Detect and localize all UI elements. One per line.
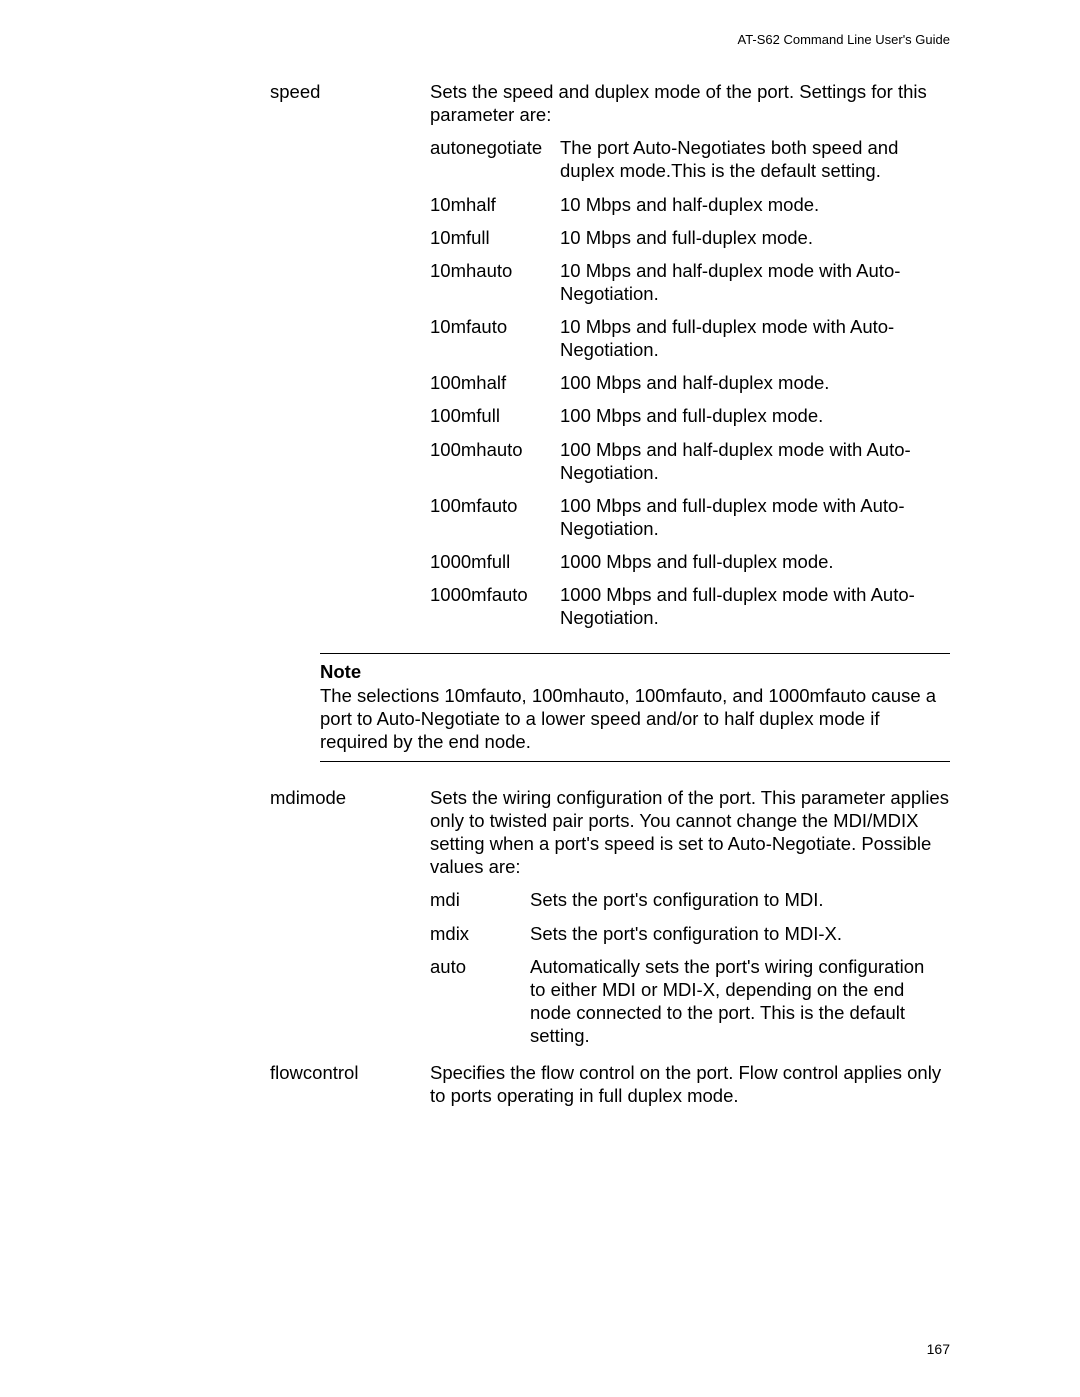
speed-option-desc: 10 Mbps and full-duplex mode with Auto-N… xyxy=(560,315,950,361)
mdimode-option: mdi Sets the port's configuration to MDI… xyxy=(430,888,950,911)
page: AT-S62 Command Line User's Guide speed S… xyxy=(0,0,1080,1397)
speed-option-desc: 10 Mbps and half-duplex mode. xyxy=(560,193,950,216)
speed-option: 1000mfauto 1000 Mbps and full-duplex mod… xyxy=(430,583,950,629)
speed-option-name: 10mhalf xyxy=(430,193,560,216)
param-mdimode-body: Sets the wiring configuration of the por… xyxy=(430,786,950,1047)
speed-option: 100mhalf 100 Mbps and half-duplex mode. xyxy=(430,371,950,394)
speed-option-name: 10mfauto xyxy=(430,315,560,338)
speed-option: 10mfauto 10 Mbps and full-duplex mode wi… xyxy=(430,315,950,361)
note-box: Note The selections 10mfauto, 100mhauto,… xyxy=(320,653,950,762)
note-title: Note xyxy=(320,660,950,683)
speed-option-name: 10mhauto xyxy=(430,259,560,282)
speed-option-desc: 100 Mbps and half-duplex mode with Auto-… xyxy=(560,438,950,484)
param-mdimode-label: mdimode xyxy=(270,786,430,809)
speed-option-desc: 10 Mbps and half-duplex mode with Auto-N… xyxy=(560,259,950,305)
speed-option-desc: 100 Mbps and half-duplex mode. xyxy=(560,371,950,394)
speed-option: 10mhalf 10 Mbps and half-duplex mode. xyxy=(430,193,950,216)
param-speed-intro: Sets the speed and duplex mode of the po… xyxy=(430,80,950,126)
speed-option-name: 10mfull xyxy=(430,226,560,249)
speed-option-name: 1000mfull xyxy=(430,550,560,573)
param-flowcontrol-label: flowcontrol xyxy=(270,1061,430,1084)
speed-option-desc: 100 Mbps and full-duplex mode. xyxy=(560,404,950,427)
speed-option: 100mhauto 100 Mbps and half-duplex mode … xyxy=(430,438,950,484)
param-flowcontrol-intro: Specifies the flow control on the port. … xyxy=(430,1061,950,1107)
speed-option: 100mfull 100 Mbps and full-duplex mode. xyxy=(430,404,950,427)
speed-option-desc: 100 Mbps and full-duplex mode with Auto-… xyxy=(560,494,950,540)
speed-option-desc: 10 Mbps and full-duplex mode. xyxy=(560,226,950,249)
param-mdimode-intro: Sets the wiring configuration of the por… xyxy=(430,786,950,879)
page-content: speed Sets the speed and duplex mode of … xyxy=(270,30,950,1107)
speed-option: 100mfauto 100 Mbps and full-duplex mode … xyxy=(430,494,950,540)
mdimode-option-desc: Sets the port's configuration to MDI-X. xyxy=(530,922,950,945)
speed-option: autonegotiate The port Auto-Negotiates b… xyxy=(430,136,950,182)
speed-option-name: 100mfull xyxy=(430,404,560,427)
mdimode-option-desc: Sets the port's configuration to MDI. xyxy=(530,888,950,911)
note-body: The selections 10mfauto, 100mhauto, 100m… xyxy=(320,684,950,753)
param-flowcontrol: flowcontrol Specifies the flow control o… xyxy=(270,1061,950,1107)
speed-option: 10mhauto 10 Mbps and half-duplex mode wi… xyxy=(430,259,950,305)
mdimode-option-name: mdix xyxy=(430,922,530,945)
mdimode-option-desc: Automatically sets the port's wiring con… xyxy=(530,955,950,1048)
mdimode-option-name: mdi xyxy=(430,888,530,911)
param-speed-body: Sets the speed and duplex mode of the po… xyxy=(430,80,950,629)
mdimode-option: auto Automatically sets the port's wirin… xyxy=(430,955,950,1048)
page-number: 167 xyxy=(927,1341,950,1357)
mdimode-option-name: auto xyxy=(430,955,530,978)
speed-option-desc: 1000 Mbps and full-duplex mode with Auto… xyxy=(560,583,950,629)
speed-option-name: 1000mfauto xyxy=(430,583,560,606)
speed-option-name: 100mfauto xyxy=(430,494,560,517)
param-mdimode: mdimode Sets the wiring configuration of… xyxy=(270,786,950,1047)
running-header: AT-S62 Command Line User's Guide xyxy=(737,32,950,47)
speed-option-name: autonegotiate xyxy=(430,136,560,159)
mdimode-option: mdix Sets the port's configuration to MD… xyxy=(430,922,950,945)
param-speed-label: speed xyxy=(270,80,430,103)
speed-option-desc: 1000 Mbps and full-duplex mode. xyxy=(560,550,950,573)
param-speed: speed Sets the speed and duplex mode of … xyxy=(270,80,950,629)
speed-option-name: 100mhauto xyxy=(430,438,560,461)
speed-option: 1000mfull 1000 Mbps and full-duplex mode… xyxy=(430,550,950,573)
speed-option-desc: The port Auto-Negotiates both speed and … xyxy=(560,136,950,182)
speed-option: 10mfull 10 Mbps and full-duplex mode. xyxy=(430,226,950,249)
speed-option-name: 100mhalf xyxy=(430,371,560,394)
